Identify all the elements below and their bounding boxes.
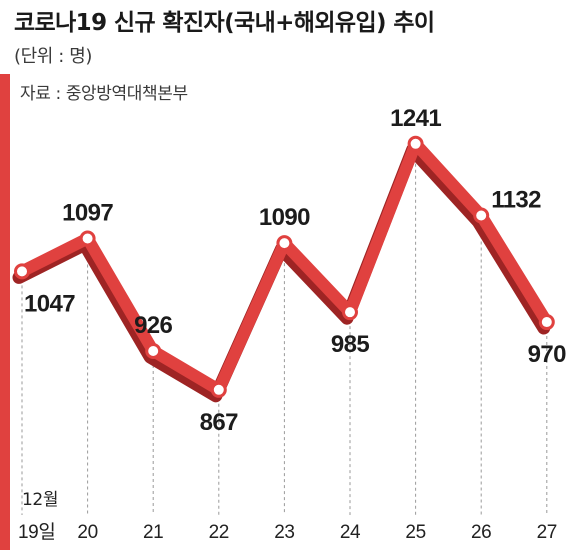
month-label: 12월	[22, 490, 58, 510]
data-label-1: 1047	[24, 290, 75, 317]
data-label-9: 970	[528, 341, 566, 368]
source-label: 자료 : 중앙방역대책본부	[20, 84, 188, 104]
x-tick-label-6: 24	[340, 522, 361, 543]
data-label-5: 1090	[259, 204, 310, 231]
data-label-4: 867	[200, 409, 238, 436]
point-markers	[14, 135, 555, 398]
accent-bar	[0, 74, 10, 550]
point-marker-2	[79, 230, 96, 247]
data-label-6: 985	[331, 331, 369, 358]
x-tick-label-4: 22	[209, 522, 229, 543]
x-axis-ticks: 19일 20 21 22 23 24 25 26 27	[18, 521, 557, 543]
x-tick-label-9: 27	[537, 522, 557, 543]
data-label-8: 1132	[491, 187, 541, 214]
x-tick-label-1: 19일	[18, 521, 55, 543]
point-marker-5	[276, 235, 293, 252]
data-label-2: 1097	[62, 200, 113, 227]
x-tick-label-5: 23	[274, 522, 294, 543]
point-marker-8	[473, 207, 490, 224]
guide-lines	[21, 151, 548, 515]
point-marker-9	[538, 314, 555, 331]
point-marker-7	[407, 135, 424, 152]
data-label-3: 926	[134, 312, 172, 339]
x-tick-label-3: 21	[143, 522, 163, 543]
point-marker-3	[145, 342, 162, 359]
x-tick-label-8: 26	[471, 522, 491, 543]
chart-title: 코로나19 신규 확진자(국내+해외유입) 추이	[14, 10, 434, 36]
point-marker-6	[342, 304, 358, 321]
data-labels: 1047 1097 926 867 1090 985 1241 1132 970	[24, 105, 567, 436]
point-marker-1	[14, 263, 30, 280]
x-tick-label-2: 20	[77, 522, 97, 543]
data-label-7: 1241	[390, 105, 441, 132]
x-tick-label-7: 25	[405, 522, 425, 543]
point-marker-4	[210, 381, 227, 398]
unit-label: (단위 : 명)	[14, 46, 92, 67]
